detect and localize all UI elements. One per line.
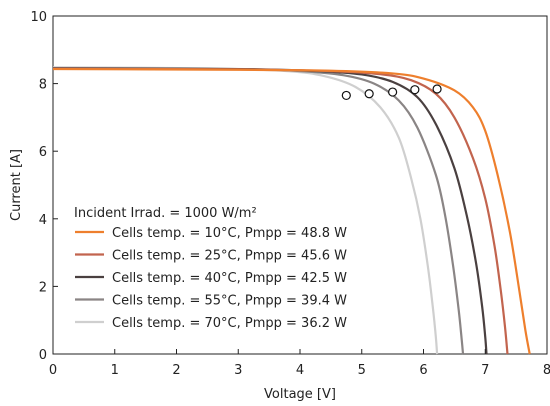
mpp-point [341, 90, 351, 101]
mpp-point [364, 89, 374, 99]
y-tick-label: 0 [39, 348, 47, 363]
legend: Incident Irrad. = 1000 W/m² Cells temp. … [74, 206, 347, 331]
x-tick-label: 7 [481, 363, 489, 378]
legend-entry-label: Cells temp. = 25°C, Pmpp = 45.6 W [112, 249, 347, 264]
y-tick-label: 2 [39, 280, 47, 295]
legend-title: Incident Irrad. = 1000 W/m² [74, 206, 257, 221]
mpp-point [410, 85, 420, 95]
mpp-markers [341, 84, 442, 101]
legend-entry-label: Cells temp. = 10°C, Pmpp = 48.8 W [112, 226, 347, 241]
y-tick-label: 6 [39, 145, 47, 160]
x-tick-label: 2 [172, 363, 180, 378]
x-axis-ticks: 0 1 2 3 4 5 6 7 8 [49, 349, 550, 378]
x-tick-label: 3 [234, 363, 242, 378]
x-tick-label: 8 [543, 363, 550, 378]
y-tick-label: 4 [39, 213, 47, 228]
y-tick-label: 8 [39, 78, 47, 93]
series-curves [52, 66, 531, 355]
x-tick-label: 4 [296, 363, 304, 378]
series-line [52, 67, 531, 355]
legend-entry-label: Cells temp. = 70°C, Pmpp = 36.2 W [112, 316, 347, 331]
x-tick-label: 1 [111, 363, 119, 378]
x-tick-label: 6 [419, 363, 427, 378]
x-tick-label: 5 [358, 363, 366, 378]
y-tick-label: 10 [30, 10, 47, 25]
mpp-point [388, 87, 398, 97]
x-axis-label: Voltage [V] [264, 387, 336, 402]
y-axis-ticks: 0 2 4 6 8 10 [30, 10, 58, 363]
y-axis-label: Current [A] [9, 149, 24, 221]
mpp-point [432, 84, 442, 94]
legend-entry-label: Cells temp. = 40°C, Pmpp = 42.5 W [112, 271, 347, 286]
legend-entry-label: Cells temp. = 55°C, Pmpp = 39.4 W [112, 294, 347, 309]
x-tick-label: 0 [49, 363, 57, 378]
